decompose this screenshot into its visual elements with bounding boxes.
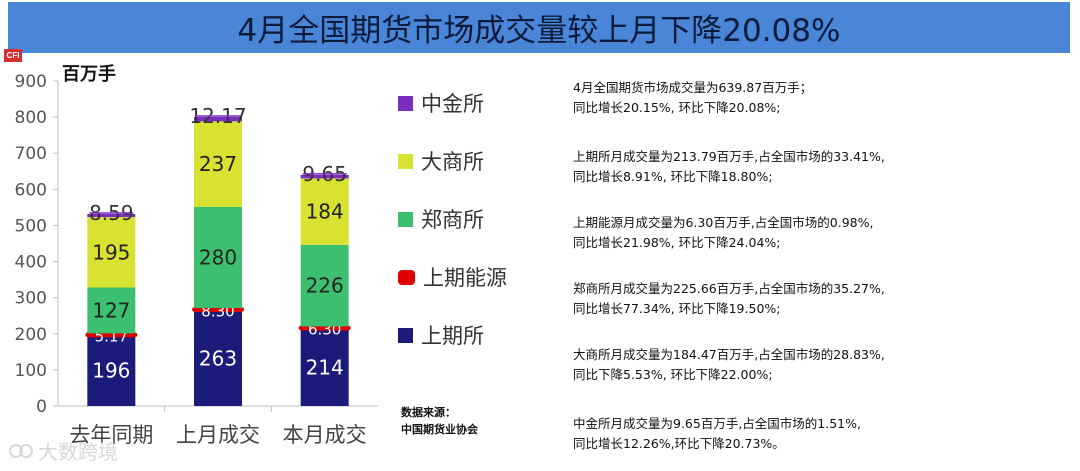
source-label: 数据来源： [401, 406, 456, 419]
bar-segment [87, 287, 136, 334]
page-title: 4月全国期货市场成交量较上月下降20.08% [8, 2, 1070, 53]
bar-segment [85, 332, 138, 338]
y-axis-unit: 百万手 [62, 64, 116, 85]
data-label: 195 [92, 240, 130, 264]
data-label: 280 [199, 245, 237, 269]
legend-swatch [398, 269, 415, 285]
x-tick-label: 本月成交 [283, 423, 367, 447]
bar-segment [194, 116, 242, 122]
brand-logo: CFI [4, 49, 22, 62]
y-tick-label: 900 [15, 72, 47, 92]
summary-note: 中金所月成交量为9.65百万手,占全国市场的1.51%, 同比增长12.26%,环… [573, 414, 861, 454]
summary-note: 郑商所月成交量为225.66百万手,占全国市场的35.27%, 同比增长77.34… [573, 279, 885, 319]
y-tick-label: 200 [15, 325, 47, 345]
y-tick-label: 100 [15, 361, 47, 381]
data-label: 263 [199, 347, 237, 371]
bar-segment [194, 121, 242, 207]
y-tick-label: 300 [15, 289, 47, 309]
bar-segment [298, 325, 351, 331]
data-label: 196 [92, 359, 130, 383]
legend-swatch [398, 153, 413, 169]
legend-label: 大商所 [421, 150, 484, 174]
summary-note: 大商所月成交量为184.47百万手,占全国市场的28.83%, 同比下降5.53%… [573, 345, 885, 385]
bar-segment [194, 311, 242, 406]
source-name: 中国期货业协会 [401, 423, 478, 436]
data-label: 237 [199, 152, 237, 176]
bar-segment [300, 244, 349, 327]
x-tick-label: 上月成交 [176, 423, 260, 447]
summary-note-line: 同比增长12.26%,环比下降20.73%。 [573, 436, 785, 451]
y-tick-label: 0 [36, 397, 47, 417]
legend-swatch [398, 327, 413, 343]
summary-note-line: 郑商所月成交量为225.66百万手,占全国市场的35.27%, [573, 281, 885, 296]
y-tick-label: 800 [15, 108, 47, 128]
bar-segment [87, 213, 136, 218]
stacked-bar-chart: 01002003004005006007008009001965.1712719… [15, 72, 378, 447]
bar-segment [300, 174, 349, 179]
bar-segment [300, 328, 349, 406]
summary-note: 上期能源月成交量为6.30百万手,占全国市场的0.98%, 同比增长21.98%,… [573, 213, 874, 253]
legend-item: 中金所 [398, 88, 484, 118]
summary-note-line: 同比增长8.91%, 环比下降18.80%; [573, 169, 773, 184]
legend-swatch [398, 95, 413, 111]
x-tick-label: 去年同期 [69, 423, 153, 447]
summary-note-line: 中金所月成交量为9.65百万手,占全国市场的1.51%, [573, 416, 861, 431]
bar-segment [300, 178, 349, 245]
data-label: 214 [306, 355, 344, 379]
legend-label: 郑商所 [421, 208, 484, 232]
bar-segment [87, 217, 136, 288]
summary-note: 上期所月成交量为213.79百万手,占全国市场的33.41%, 同比增长8.91%… [573, 147, 885, 187]
watermark-text: 大数跨境 [38, 440, 118, 464]
legend-item: 上期所 [398, 320, 484, 350]
y-tick-label: 700 [15, 144, 47, 164]
bar-segment [87, 335, 136, 406]
legend-item: 上期能源 [398, 262, 507, 292]
summary-note-line: 大商所月成交量为184.47百万手,占全国市场的28.83%, [573, 347, 885, 362]
summary-note-line: 同比增长20.15%, 环比下降20.08%; [573, 100, 781, 115]
data-source: 数据来源： 中国期货业协会 [401, 404, 478, 438]
y-tick-label: 400 [15, 253, 47, 273]
bar-segment [194, 206, 242, 309]
data-label: 184 [306, 200, 344, 224]
legend-item: 郑商所 [398, 204, 484, 234]
summary-note-line: 同比下降5.53%, 环比下降22.00%; [573, 367, 773, 382]
legend-label: 中金所 [421, 92, 484, 116]
summary-note-line: 上期所月成交量为213.79百万手,占全国市场的33.41%, [573, 149, 885, 164]
data-label: 226 [306, 274, 344, 298]
watermark: 大数跨境 [8, 436, 118, 465]
summary-note-line: 同比增长77.34%, 环比下降19.50%; [573, 301, 781, 316]
data-label: 127 [92, 298, 130, 322]
y-tick-label: 600 [15, 180, 47, 200]
bar-segment [192, 307, 244, 313]
legend-swatch [398, 211, 413, 227]
watermark-logo-icon [9, 443, 33, 458]
summary-note-line: 上期能源月成交量为6.30百万手,占全国市场的0.98%, [573, 215, 874, 230]
summary-note-line: 同比增长21.98%, 环比下降24.04%; [573, 235, 781, 250]
legend-label: 上期能源 [423, 266, 507, 290]
legend-label: 上期所 [421, 324, 484, 348]
legend-item: 大商所 [398, 146, 484, 176]
summary-note-line: 4月全国期货市场成交量为639.87百万手； [573, 80, 813, 95]
summary-note: 4月全国期货市场成交量为639.87百万手； 同比增长20.15%, 环比下降20… [573, 78, 812, 118]
y-tick-label: 500 [15, 216, 47, 236]
